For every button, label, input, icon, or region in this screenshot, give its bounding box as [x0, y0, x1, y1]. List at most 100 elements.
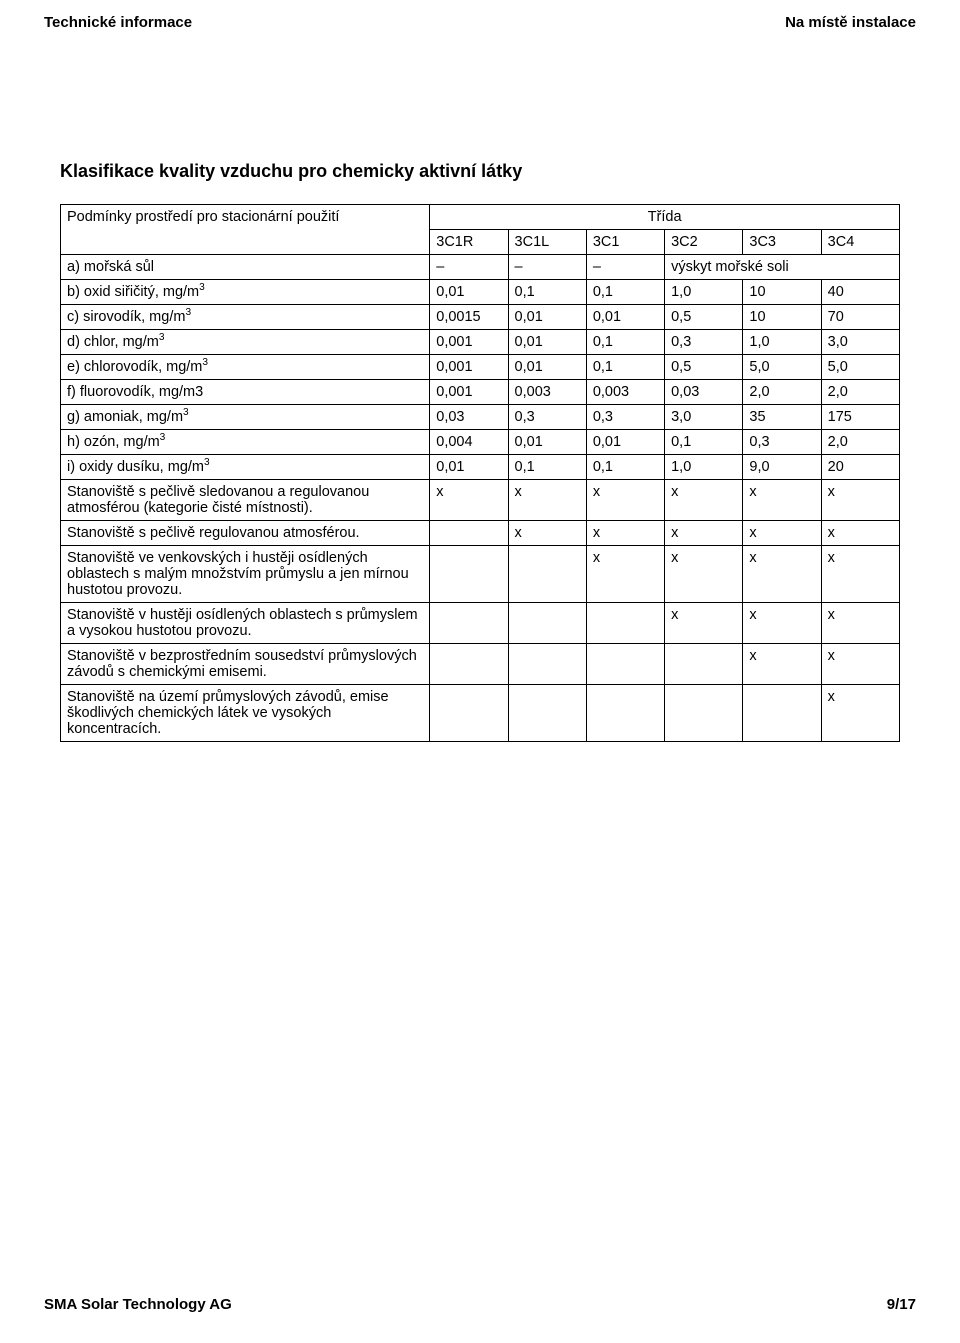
- table-row: i) oxidy dusíku, mg/m30,010,10,11,09,020: [61, 455, 900, 480]
- table-row: f) fluorovodík, mg/m30,0010,0030,0030,03…: [61, 380, 900, 405]
- table-cell: x: [743, 521, 821, 546]
- header-left: Technické informace: [44, 14, 192, 31]
- column-header: 3C1L: [508, 230, 586, 255]
- table-cell: [586, 685, 664, 742]
- table-cell: 0,01: [586, 430, 664, 455]
- table-header-row-1: Podmínky prostředí pro stacionární použi…: [61, 205, 900, 230]
- table-cell: [508, 644, 586, 685]
- column-header: 3C2: [665, 230, 743, 255]
- condition-header: Podmínky prostředí pro stacionární použi…: [61, 205, 430, 255]
- table-row: Stanoviště na území průmyslových závodů,…: [61, 685, 900, 742]
- row-label: Stanoviště v bezprostředním sousedství p…: [61, 644, 430, 685]
- row-label: Stanoviště s pečlivě regulovanou atmosfé…: [61, 521, 430, 546]
- table-row: Stanoviště v bezprostředním sousedství p…: [61, 644, 900, 685]
- main-content: Klasifikace kvality vzduchu pro chemicky…: [0, 31, 960, 742]
- table-cell: [508, 603, 586, 644]
- row-label: b) oxid siřičitý, mg/m3: [61, 280, 430, 305]
- row-label: f) fluorovodík, mg/m3: [61, 380, 430, 405]
- table-cell: x: [743, 603, 821, 644]
- table-cell: x: [508, 480, 586, 521]
- row-label: Stanoviště v hustěji osídlených oblastec…: [61, 603, 430, 644]
- table-cell: 70: [821, 305, 899, 330]
- table-cell: [586, 603, 664, 644]
- table-row: Stanoviště s pečlivě sledovanou a regulo…: [61, 480, 900, 521]
- table-cell: [430, 603, 508, 644]
- table-cell: [508, 546, 586, 603]
- table-cell: 0,01: [430, 280, 508, 305]
- table-cell: x: [665, 521, 743, 546]
- row-label: g) amoniak, mg/m3: [61, 405, 430, 430]
- table-cell: x: [743, 480, 821, 521]
- row-label: h) ozón, mg/m3: [61, 430, 430, 455]
- column-header: 3C4: [821, 230, 899, 255]
- row-label: i) oxidy dusíku, mg/m3: [61, 455, 430, 480]
- table-cell: [430, 644, 508, 685]
- table-cell: [430, 685, 508, 742]
- table-cell: 20: [821, 455, 899, 480]
- table-cell: [430, 521, 508, 546]
- table-cell: x: [508, 521, 586, 546]
- table-cell: 3,0: [821, 330, 899, 355]
- table-cell: 0,01: [430, 455, 508, 480]
- table-cell: x: [665, 603, 743, 644]
- table-cell: x: [821, 603, 899, 644]
- row-label: Stanoviště ve venkovských i hustěji osíd…: [61, 546, 430, 603]
- table-cell: x: [586, 480, 664, 521]
- table-cell: x: [821, 480, 899, 521]
- table-cell: 0,001: [430, 380, 508, 405]
- table-cell: 0,01: [508, 305, 586, 330]
- table-cell: –: [586, 255, 664, 280]
- table-cell: 9,0: [743, 455, 821, 480]
- table-cell: 0,1: [508, 455, 586, 480]
- table-cell: 0,0015: [430, 305, 508, 330]
- table-cell: –: [430, 255, 508, 280]
- table-cell: 0,01: [586, 305, 664, 330]
- table-row: h) ozón, mg/m30,0040,010,010,10,32,0: [61, 430, 900, 455]
- table-cell: x: [743, 644, 821, 685]
- table-cell: 0,1: [586, 280, 664, 305]
- table-cell: 0,003: [586, 380, 664, 405]
- table-cell: x: [743, 546, 821, 603]
- row-label: e) chlorovodík, mg/m3: [61, 355, 430, 380]
- footer-left: SMA Solar Technology AG: [44, 1296, 232, 1313]
- table-cell: 2,0: [821, 430, 899, 455]
- table-cell: 0,1: [665, 430, 743, 455]
- table-cell: [586, 644, 664, 685]
- table-cell: x: [665, 480, 743, 521]
- table-cell: x: [665, 546, 743, 603]
- table-cell: 0,03: [430, 405, 508, 430]
- table-cell: x: [821, 521, 899, 546]
- row-label: d) chlor, mg/m3: [61, 330, 430, 355]
- table-cell: 0,03: [665, 380, 743, 405]
- page-footer: SMA Solar Technology AG 9/17: [44, 1296, 916, 1313]
- table-cell: x: [430, 480, 508, 521]
- table-cell: výskyt mořské soli: [665, 255, 900, 280]
- table-cell: 0,001: [430, 330, 508, 355]
- header-right: Na místě instalace: [785, 14, 916, 31]
- table-cell: x: [586, 521, 664, 546]
- row-label: Stanoviště na území průmyslových závodů,…: [61, 685, 430, 742]
- table-cell: 0,3: [743, 430, 821, 455]
- column-header: 3C3: [743, 230, 821, 255]
- table-row: e) chlorovodík, mg/m30,0010,010,10,55,05…: [61, 355, 900, 380]
- table-cell: –: [508, 255, 586, 280]
- table-cell: 0,01: [508, 330, 586, 355]
- table-row: g) amoniak, mg/m30,030,30,33,035175: [61, 405, 900, 430]
- table-cell: 2,0: [821, 380, 899, 405]
- row-label: Stanoviště s pečlivě sledovanou a regulo…: [61, 480, 430, 521]
- column-header: 3C1R: [430, 230, 508, 255]
- table-row: Stanoviště v hustěji osídlených oblastec…: [61, 603, 900, 644]
- table-cell: [743, 685, 821, 742]
- table-row: a) mořská sůl–––výskyt mořské soli: [61, 255, 900, 280]
- table-cell: 0,1: [508, 280, 586, 305]
- table-cell: 1,0: [665, 455, 743, 480]
- table-cell: 0,1: [586, 330, 664, 355]
- table-cell: 10: [743, 305, 821, 330]
- table-cell: 5,0: [743, 355, 821, 380]
- footer-right: 9/17: [887, 1296, 916, 1313]
- table-cell: 1,0: [665, 280, 743, 305]
- row-label: c) sirovodík, mg/m3: [61, 305, 430, 330]
- table-cell: 0,004: [430, 430, 508, 455]
- table-cell: [430, 546, 508, 603]
- table-cell: x: [821, 546, 899, 603]
